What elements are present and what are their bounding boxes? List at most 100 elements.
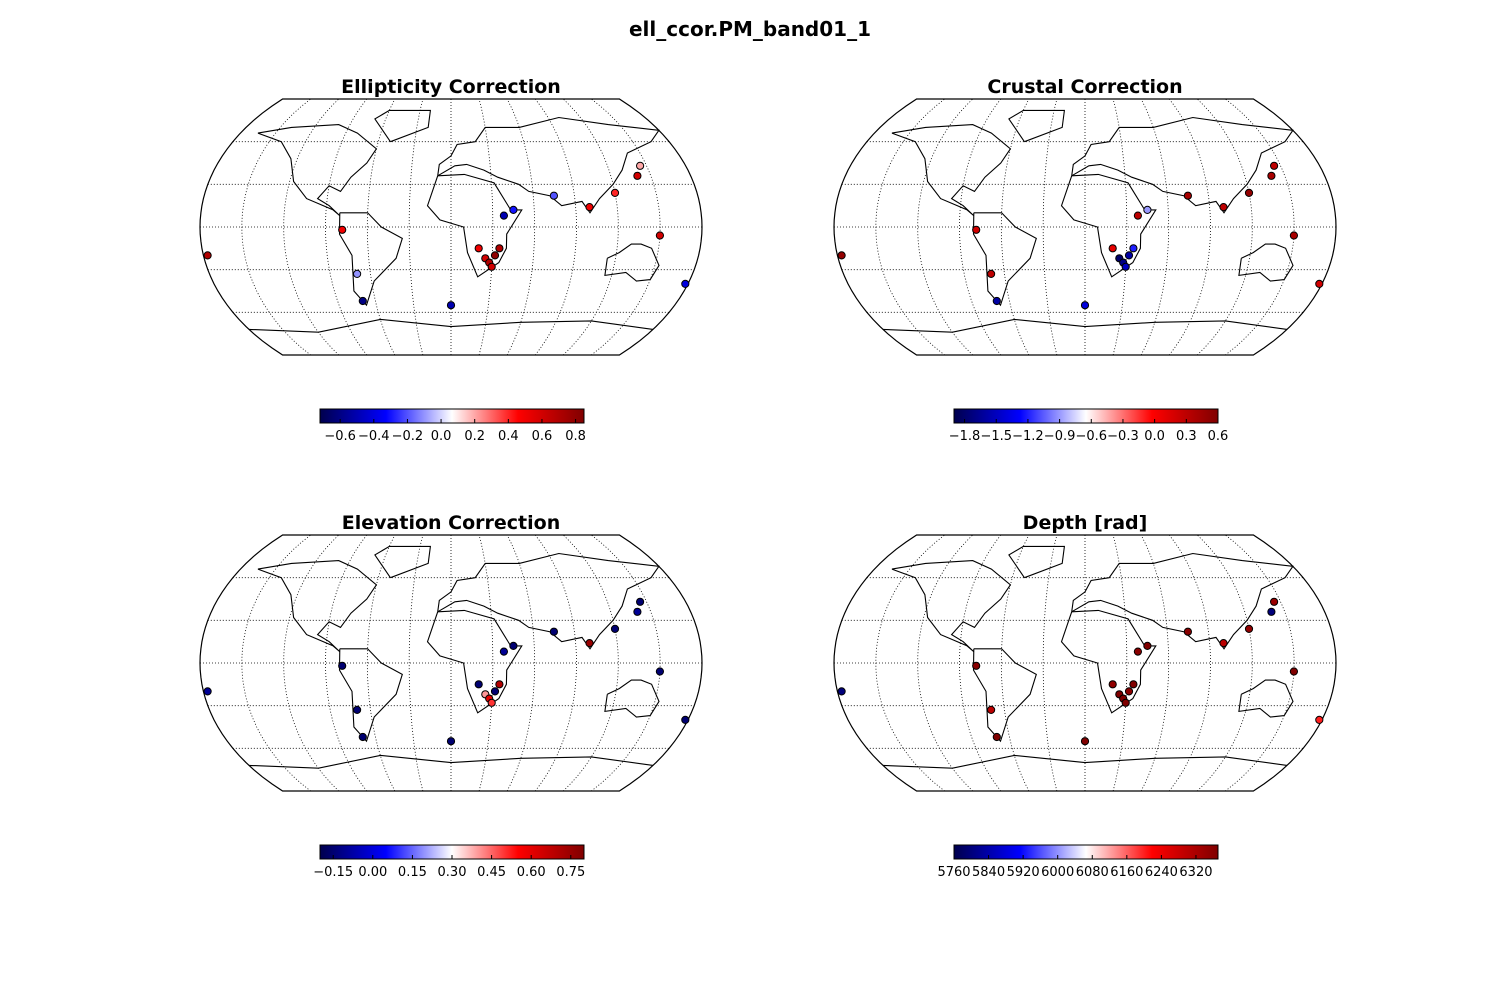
- meridian-line: [1042, 534, 1058, 792]
- map-boundary: [199, 98, 703, 356]
- station-point: [1133, 647, 1143, 656]
- coastline: [891, 124, 1012, 217]
- station-point: [1121, 698, 1130, 707]
- station-point: [490, 251, 500, 260]
- station-point: [474, 244, 483, 253]
- colorbar-tick-label: −0.6: [1075, 429, 1107, 444]
- colorbar-tick-label: 0.8: [565, 429, 586, 444]
- station-point: [487, 698, 496, 707]
- colorbar-tick-label: 0.60: [517, 865, 546, 880]
- station-point: [681, 279, 690, 288]
- station-point: [1270, 597, 1279, 606]
- station-point: [203, 687, 212, 696]
- station-point: [495, 244, 504, 253]
- station-point: [338, 225, 347, 234]
- map-panel: Ellipticity Correction −0.6 −0.4 −0.2 0.0 0.2…: [199, 76, 703, 444]
- coastline: [604, 679, 660, 718]
- meridian-line: [241, 98, 311, 356]
- station-point: [585, 639, 594, 648]
- station-point: [1129, 244, 1138, 253]
- coastline: [972, 648, 1037, 743]
- station-point: [1219, 203, 1228, 212]
- coastline: [338, 648, 403, 743]
- meridian-line: [1112, 98, 1128, 356]
- station-point: [1244, 624, 1254, 634]
- station-point: [610, 624, 620, 634]
- meridian-line: [241, 534, 311, 792]
- station-point: [358, 296, 367, 306]
- coastline: [257, 560, 378, 653]
- meridian-line: [1225, 534, 1295, 792]
- colorbar-tick-label: 0.2: [464, 429, 485, 444]
- station-point: [1129, 680, 1138, 689]
- meridian-line: [1140, 98, 1170, 356]
- panel-title: Depth [rad]: [1023, 512, 1148, 534]
- meridian-line: [408, 98, 424, 356]
- station-point: [1270, 161, 1279, 170]
- station-point: [1267, 171, 1276, 180]
- meridian-line: [591, 534, 661, 792]
- coastline: [882, 754, 1288, 769]
- meridian-line: [506, 534, 536, 792]
- colorbar-tick-label: 0.00: [358, 865, 387, 880]
- station-point: [203, 251, 212, 260]
- colorbar-tick-label: −1.2: [1012, 429, 1044, 444]
- meridian-line: [366, 98, 396, 356]
- station-point: [353, 705, 362, 715]
- station-point: [636, 597, 645, 606]
- colorbar-tick-label: 5920: [1007, 865, 1040, 880]
- meridian-line: [366, 534, 396, 792]
- station-point: [655, 667, 665, 676]
- station-point: [446, 737, 456, 746]
- station-point: [1124, 251, 1134, 260]
- station-point: [499, 647, 508, 656]
- meridian-line: [506, 98, 536, 356]
- station-point: [1315, 715, 1324, 725]
- station-point: [358, 732, 367, 742]
- station-point: [681, 715, 690, 725]
- colorbar-tick-label: 0.6: [1208, 429, 1229, 444]
- meridian-line: [1140, 534, 1170, 792]
- colorbar-tick-label: −0.15: [313, 865, 353, 880]
- colorbar-tick-label: −0.6: [324, 429, 356, 444]
- meridian-line: [1042, 98, 1058, 356]
- coastline: [437, 116, 660, 214]
- colorbar-tick-label: 0.75: [556, 865, 585, 880]
- colorbar-tick-label: 0.0: [431, 429, 452, 444]
- station-point: [585, 203, 594, 212]
- coastline: [882, 318, 1288, 333]
- colorbar-tick-label: 6000: [1041, 865, 1074, 880]
- station-point: [1219, 639, 1228, 648]
- colorbar-tick-label: −0.3: [1107, 429, 1139, 444]
- coastline: [891, 560, 1012, 653]
- colorbar-tick-label: −1.5: [980, 429, 1012, 444]
- coastline: [1060, 173, 1157, 278]
- colorbar-tick-label: 6320: [1179, 865, 1212, 880]
- station-point: [509, 205, 518, 214]
- meridian-line: [1000, 534, 1030, 792]
- station-point: [987, 269, 996, 278]
- map-boundary: [833, 534, 1337, 792]
- station-point: [1124, 687, 1134, 696]
- station-point: [837, 251, 846, 260]
- station-point: [633, 171, 642, 180]
- colorbar-tick-label: 0.4: [498, 429, 519, 444]
- station-point: [353, 269, 362, 278]
- meridian-line: [408, 534, 424, 792]
- coastline: [604, 243, 660, 282]
- map-panel: Crustal Correction −1.8 −1.5 −1.2 −0.9 −0.6 −0…: [833, 76, 1337, 444]
- station-point: [837, 687, 846, 696]
- station-point: [549, 191, 559, 200]
- meridian-line: [1112, 534, 1128, 792]
- colorbar-tick-label: 6080: [1076, 865, 1109, 880]
- colorbar-tick-label: −0.2: [392, 429, 424, 444]
- station-point: [1183, 627, 1193, 636]
- station-point: [1289, 667, 1299, 676]
- station-point: [636, 161, 645, 170]
- station-point: [1108, 244, 1117, 253]
- station-point: [1183, 191, 1193, 200]
- coastline: [374, 109, 432, 143]
- colorbar-tick-label: 5760: [937, 865, 970, 880]
- station-point: [499, 211, 508, 220]
- station-point: [1121, 262, 1130, 271]
